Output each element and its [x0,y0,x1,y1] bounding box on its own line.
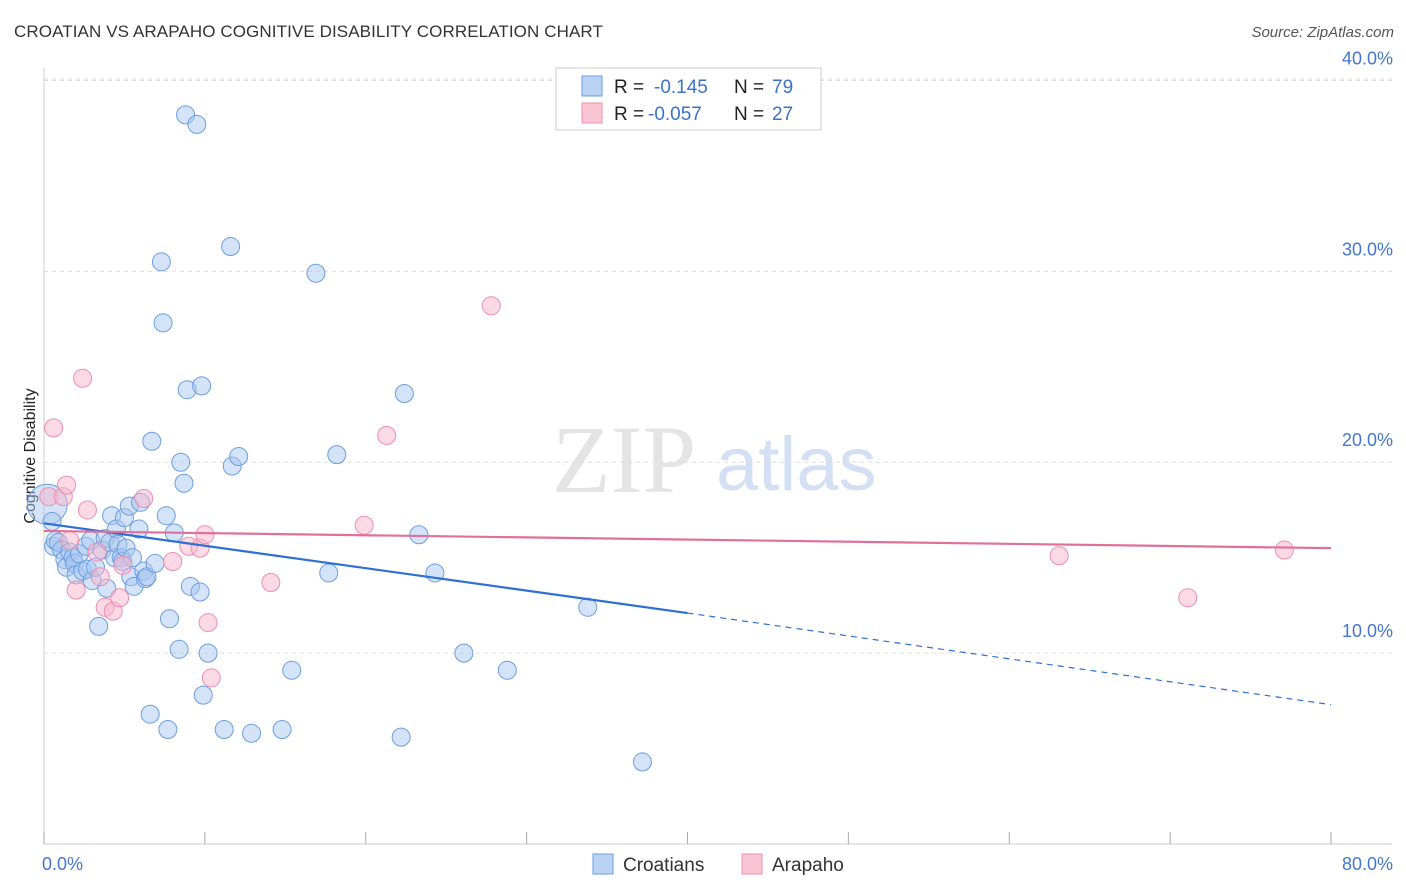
arapaho-point [261,572,281,592]
watermark: ZIP atlas [552,406,877,513]
croatians-point [409,525,429,545]
arapaho-point [377,426,397,446]
croatians-point [198,643,218,663]
arapaho-point [198,613,218,633]
croatians-point [142,431,162,451]
x-tick-label-max: 80.0% [1342,854,1393,874]
croatians-point [140,704,160,724]
croatians-point [129,519,149,539]
trend-line-arapaho [43,529,1332,550]
croatians-point [242,723,262,743]
arapaho-point [66,580,86,600]
croatians-point [214,719,234,739]
arapaho-point [1049,546,1069,566]
croatians-point [193,685,213,705]
arapaho-point [60,531,80,551]
croatians-point [391,727,411,747]
series-arapaho [39,296,1294,688]
legend-r-label: R = [614,104,644,125]
croatians-point [145,553,165,573]
arapaho-point [110,588,130,608]
legend-r-label: R = [614,77,644,98]
legend-n-label: N = [734,77,764,98]
croatians-point [327,445,347,465]
arapaho-point [201,668,221,688]
croatians-point [394,384,414,404]
source-label: Source: ZipAtlas.com [1251,24,1394,41]
trend-line-croatians [43,522,688,615]
arapaho-point [90,567,110,587]
legend-swatch-arapaho [581,102,603,124]
legend-bottom-swatch-arapaho [741,853,763,875]
legend-top: R = -0.145 N = 79 R = -0.057 N = 27 [555,67,822,131]
croatians-point [89,616,109,636]
arapaho-point [354,515,374,535]
croatians-point [156,506,176,526]
y-tick-label: 40.0% [1342,48,1393,68]
y-tick-label: 20.0% [1342,430,1393,450]
legend-bottom-croatians: Croatians [623,855,704,876]
croatians-point [190,582,210,602]
legend-n-value: 79 [772,77,793,98]
arapaho-point [44,418,64,438]
legend-r-value: -0.057 [648,104,702,125]
croatians-point [169,639,189,659]
legend-r-value: -0.145 [654,77,708,98]
croatians-point [158,719,178,739]
legend-n-value: 27 [772,104,793,125]
croatians-point [229,447,249,467]
legend-n-label: N = [734,104,764,125]
croatians-point [282,660,302,680]
y-tick-label: 10.0% [1342,621,1393,641]
x-ticks [43,832,1332,844]
croatians-point [151,252,171,272]
arapaho-point [195,525,215,545]
croatians-point [192,376,212,396]
chart-title: CROATIAN VS ARAPAHO COGNITIVE DISABILITY… [14,22,603,41]
croatians-point [319,563,339,583]
arapaho-point [163,552,183,572]
arapaho-point [1274,540,1294,560]
arapaho-point [77,500,97,520]
x-tick-label-min: 0.0% [42,854,83,874]
arapaho-point [87,542,107,562]
arapaho-point [113,555,133,575]
arapaho-point [481,296,501,316]
series-croatians [26,105,652,772]
legend-bottom-arapaho: Arapaho [772,855,844,876]
croatians-point [272,719,292,739]
legend-bottom: Croatians Arapaho [592,853,844,876]
croatians-point [221,237,241,257]
legend-swatch-croatians [581,75,603,97]
croatians-point [187,114,207,134]
y-tick-label: 30.0% [1342,239,1393,259]
arapaho-point [73,368,93,388]
arapaho-point [57,475,77,495]
croatians-point [454,643,474,663]
arapaho-point [1178,588,1198,608]
axes [43,68,1392,845]
croatians-point [153,313,173,333]
watermark-zip: ZIP [552,406,696,513]
croatians-point [171,452,191,472]
trend-lines [43,522,1332,706]
croatians-point [632,752,652,772]
legend-bottom-swatch-croatians [592,853,614,875]
croatians-point [42,511,62,531]
grid [44,78,1392,654]
trend-line-croatians-dashed [687,612,1332,706]
croatians-point [306,263,326,283]
y-tick-labels: 10.0% 20.0% 30.0% 40.0% [1342,48,1393,641]
croatians-point [497,660,517,680]
watermark-atlas: atlas [716,422,877,507]
croatians-point [159,609,179,629]
arapaho-point [134,489,154,509]
croatians-point [174,473,194,493]
